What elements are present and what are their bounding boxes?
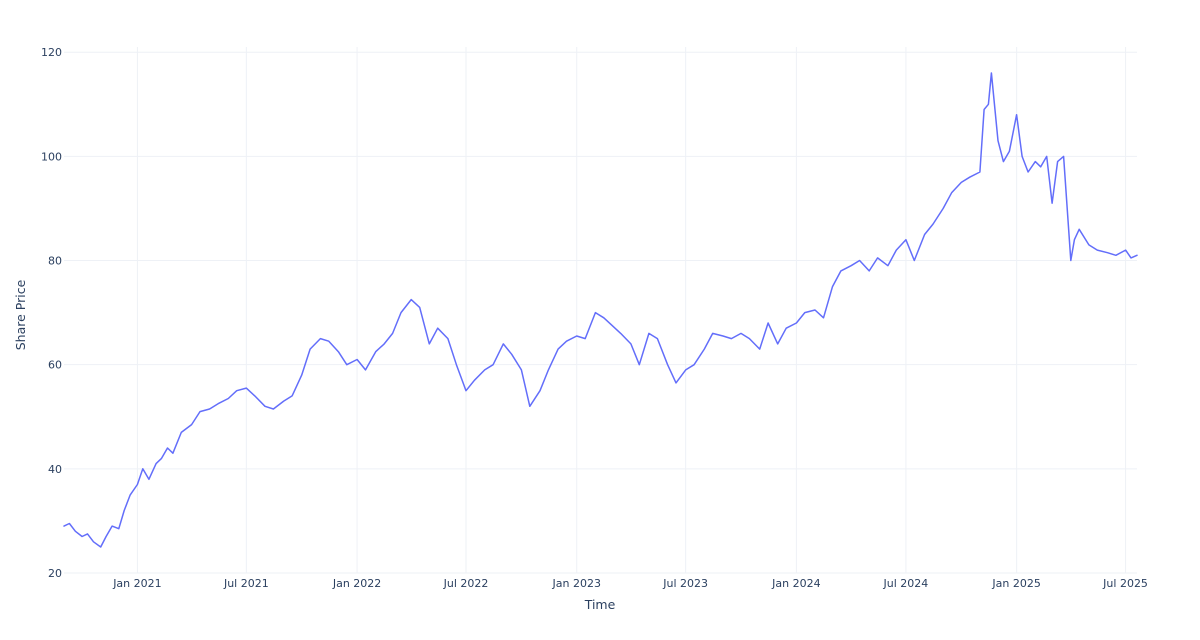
x-tick-label: Jan 2025 [991,577,1040,590]
x-tick-label: Jan 2023 [552,577,601,590]
x-axis-ticks: Jan 2021 Jul 2021 Jan 2022 Jul 2022 Jan 2023… [112,577,1148,590]
x-tick-label: Jul 2021 [223,577,269,590]
x-tick-label: Jul 2022 [443,577,489,590]
x-tick-label: Jul 2023 [662,577,708,590]
series-layer [63,72,1138,548]
y-tick-label: 20 [48,567,62,580]
gridlines [64,47,1137,574]
y-tick-label: 80 [48,255,62,268]
x-axis-title: Time [584,597,616,612]
x-tick-label: Jan 2024 [771,577,820,590]
y-tick-label: 60 [48,359,62,372]
x-tick-label: Jan 2022 [332,577,381,590]
x-tick-label: Jan 2021 [112,577,161,590]
x-tick-label: Jul 2025 [1102,577,1148,590]
y-tick-label: 100 [41,150,62,163]
y-tick-label: 40 [48,463,62,476]
y-tick-label: 120 [41,46,62,59]
y-axis-ticks: 20 40 60 80 100 120 [41,46,62,580]
share-price-line [63,72,1138,548]
y-axis-title: Share Price [13,279,28,350]
x-tick-label: Jul 2024 [883,577,929,590]
